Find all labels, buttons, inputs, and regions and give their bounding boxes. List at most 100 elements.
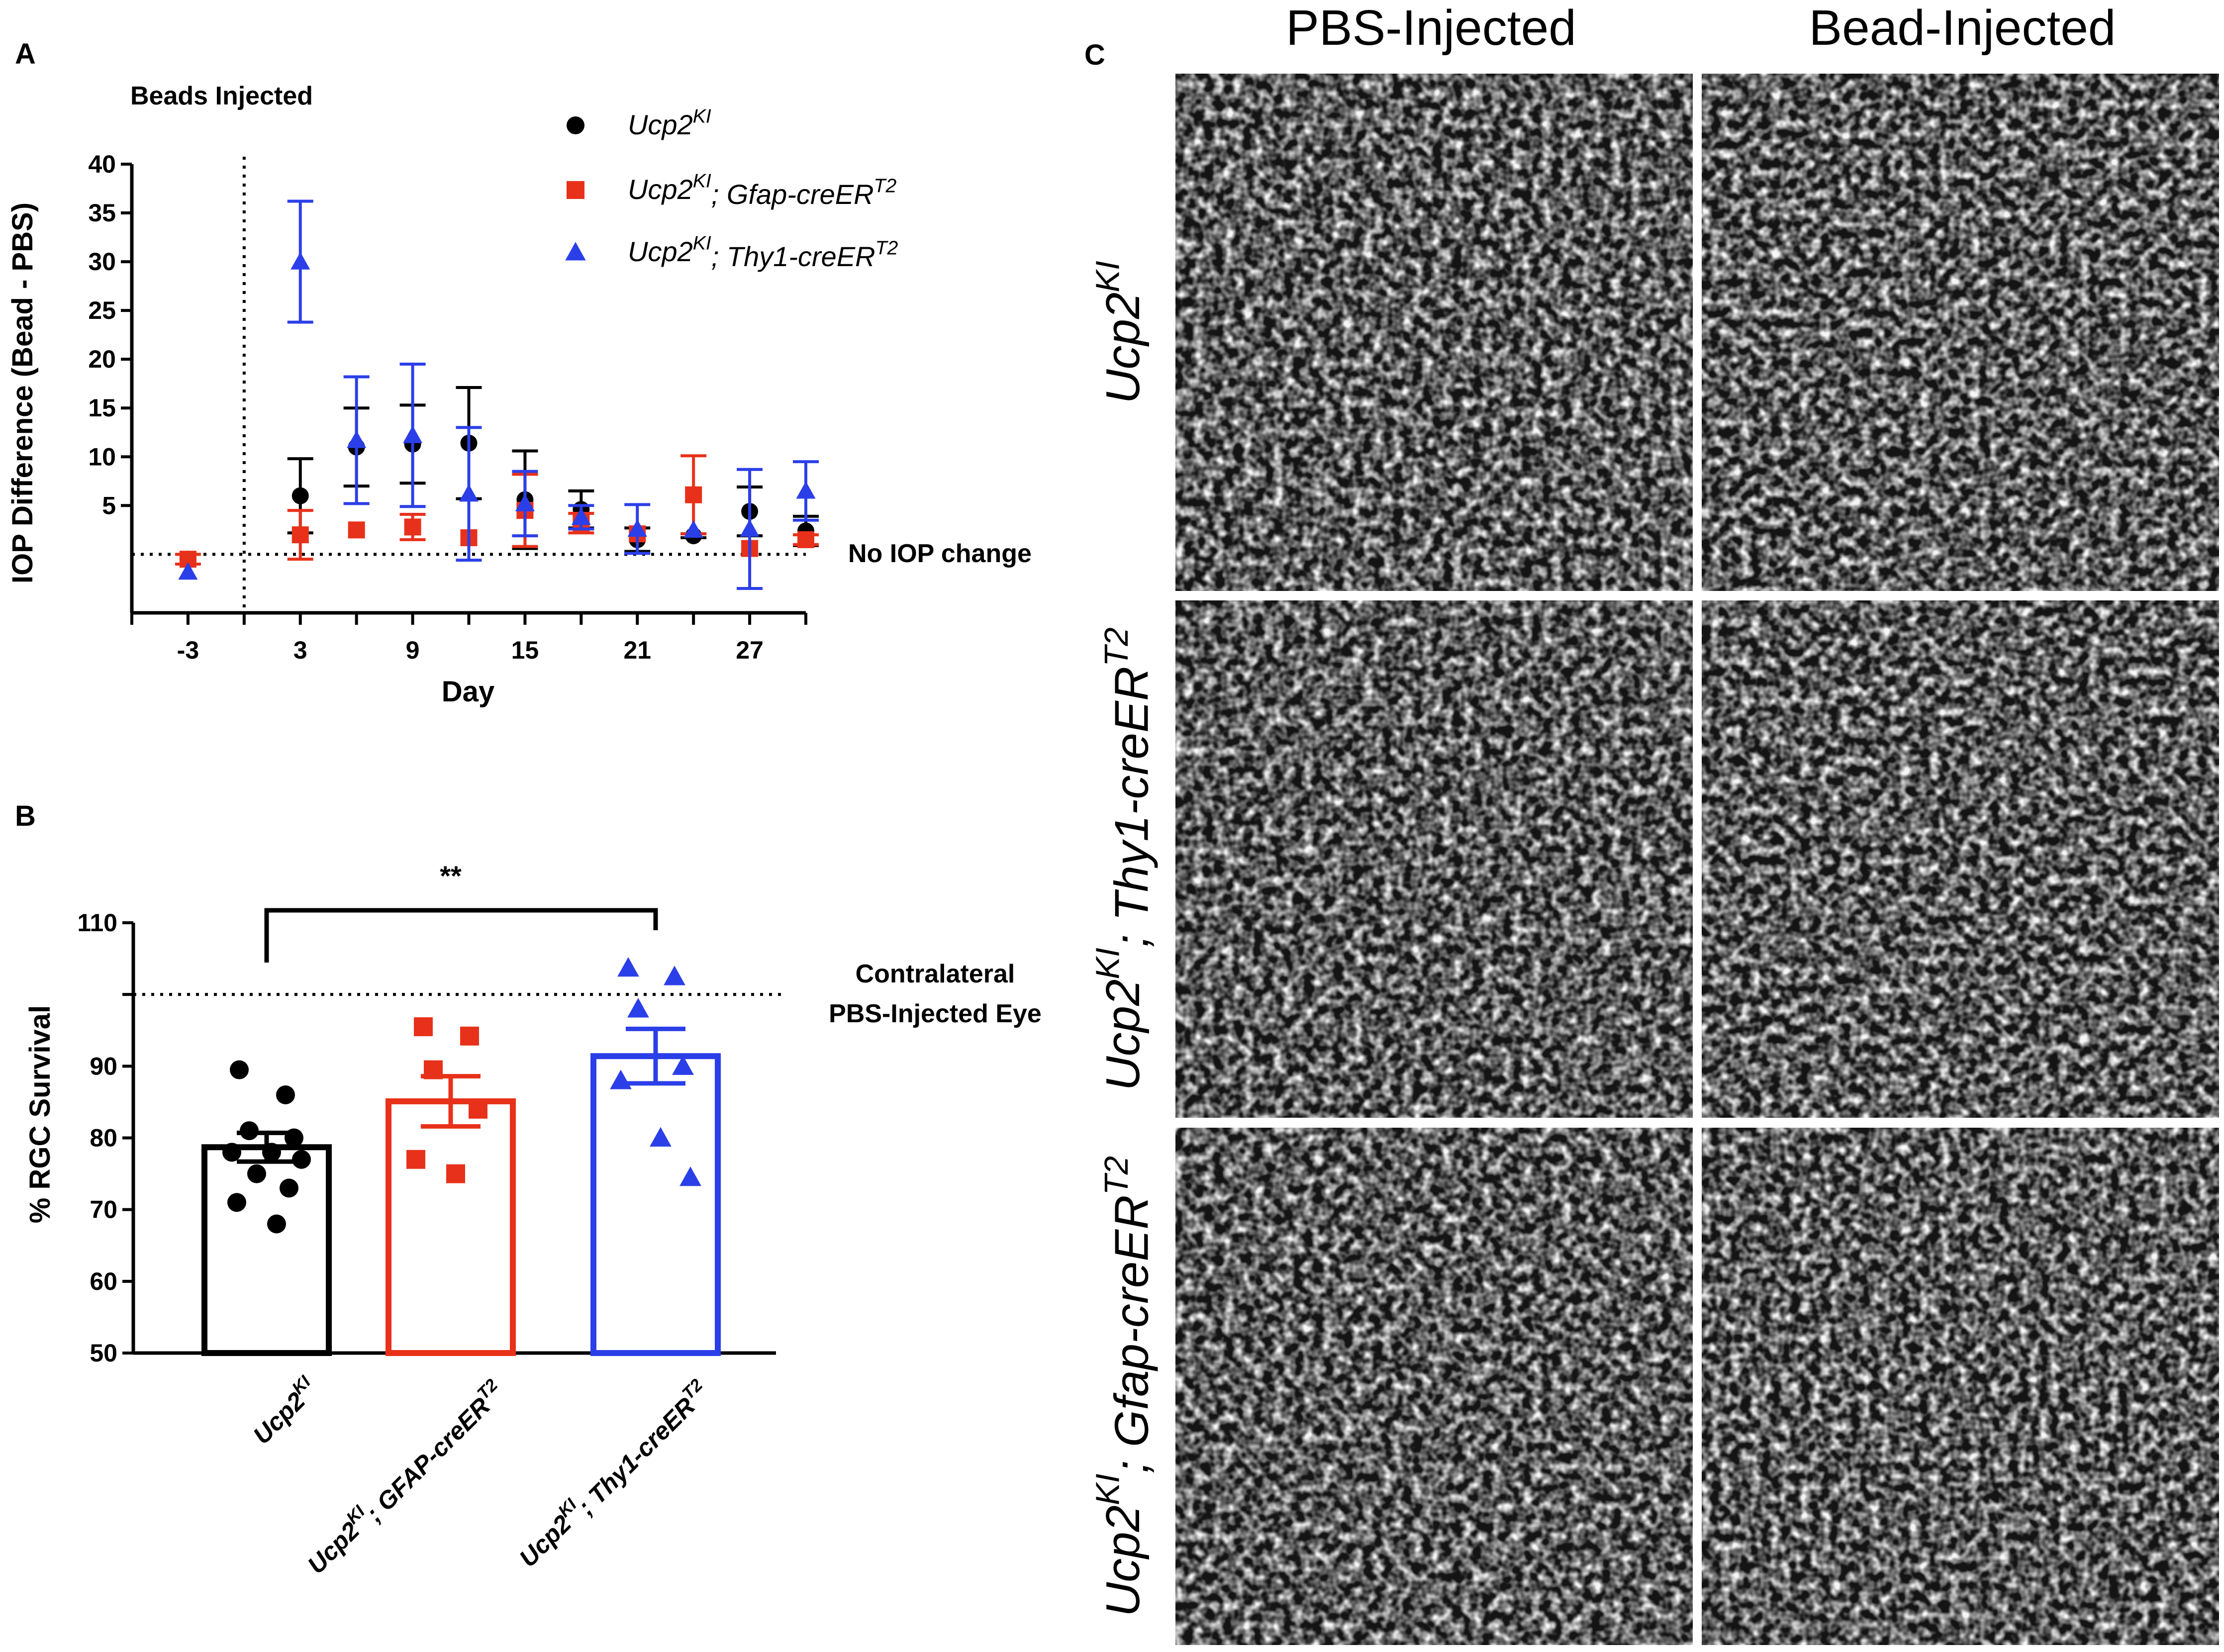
rgc-group-2: Ucp2KI; Thy1-creERT2 — [511, 957, 721, 1575]
retina-cells — [1175, 74, 1693, 591]
iop-point — [459, 484, 479, 502]
rgc-point — [276, 1085, 295, 1104]
rgc-survival-chart: % RGC Survival ** Contralateral PBS-Inje… — [24, 860, 1042, 1582]
label-part-base: Ucp2 — [1096, 979, 1150, 1091]
iop-point — [627, 519, 647, 537]
iop-point — [290, 252, 310, 270]
iop-point — [403, 425, 423, 443]
rgc-point — [446, 1164, 465, 1183]
rgc-bar — [201, 1144, 332, 1357]
legend-marker-0 — [567, 116, 584, 134]
rgc-point — [610, 1069, 632, 1089]
significance-bracket — [264, 908, 658, 963]
label-part-sup: KI — [1089, 1473, 1127, 1505]
row-label-2: Ucp2KI; Gfap-creERT2 — [1089, 1156, 1159, 1617]
reference-line-label-2: PBS-Injected Eye — [829, 999, 1042, 1028]
iop-series-1 — [175, 454, 819, 568]
retina-cells — [1702, 74, 2219, 591]
rgc-point — [414, 1017, 433, 1037]
column-header-pbs: PBS-Injected — [1286, 0, 1576, 56]
rgc-bar — [386, 1098, 516, 1357]
iop-point — [683, 520, 703, 538]
iop-x-tick-label: 15 — [511, 636, 539, 664]
rgc-bar — [590, 1053, 721, 1356]
label-part-base: Ucp2 — [628, 236, 693, 267]
rgc-point — [424, 1060, 443, 1079]
label-part-rest: ; Gfap-creER — [711, 179, 874, 210]
retina-cells — [1702, 1128, 2219, 1645]
iop-y-tick-label: 10 — [88, 443, 116, 471]
iop-point — [178, 562, 198, 580]
reference-line-label-1: Contralateral — [856, 960, 1015, 988]
rgc-point — [247, 1164, 266, 1183]
legend-marker-1 — [567, 181, 584, 199]
label-part-sup: KI — [693, 170, 711, 192]
rgc-point — [406, 1150, 425, 1169]
row-label-0: Ucp2KI — [1089, 261, 1150, 404]
label-part-rest: ; GFAP-creER — [361, 1392, 495, 1527]
iop-x-tick-label: 9 — [406, 636, 420, 664]
label-part-sup: KI — [693, 105, 711, 127]
panel-label-b: B — [15, 800, 36, 832]
legend-marker-2 — [565, 242, 586, 261]
label-part-rest: ; Thy1-creER — [1105, 667, 1158, 948]
rgc-point — [240, 1121, 259, 1141]
label-part-rest: ; Gfap-creER — [1105, 1195, 1158, 1473]
retina-image-r1-c2 — [1702, 74, 2219, 591]
label-part-sup: KI — [1089, 948, 1127, 979]
rgc-y-tick-label: 110 — [77, 909, 117, 937]
iop-point — [685, 486, 702, 503]
iop-point — [515, 493, 535, 512]
rgc-y-tick-label: 90 — [90, 1052, 117, 1080]
label-part-rest-sup: T2 — [1098, 627, 1135, 666]
retina-image-r2-c1 — [1175, 600, 1693, 1118]
iop-series-2 — [178, 199, 819, 590]
label-part-base: Ucp2 — [1096, 1505, 1150, 1617]
no-iop-change-label: No IOP change — [848, 539, 1032, 568]
iop-point — [291, 487, 309, 504]
label-part-rest-sup: T2 — [875, 238, 898, 259]
iop-x-tick-label: 21 — [623, 636, 651, 664]
rgc-point — [227, 1193, 246, 1212]
rgc-category-label-1: Ucp2KI; GFAP-creERT2 — [299, 1372, 510, 1582]
label-part-rest-sup: T2 — [874, 176, 897, 197]
panel-label-c: C — [1084, 39, 1105, 71]
iop-y-axis-label: IOP Difference (Bead - PBS) — [6, 202, 39, 583]
rgc-point — [292, 1150, 311, 1169]
iop-series-0 — [179, 386, 819, 568]
rgc-point — [280, 1178, 298, 1198]
retina-image-r3-c2 — [1702, 1128, 2219, 1645]
label-part-base: Ucp2 — [1096, 292, 1150, 404]
rgc-point — [267, 1214, 286, 1234]
beads-injected-label: Beads Injected — [130, 82, 313, 110]
iop-chart: Beads Injected IOP Difference (Bead - PB… — [6, 82, 1032, 708]
rgc-group-0: Ucp2KI — [201, 1060, 332, 1450]
label-part-rest: ; Thy1-creER — [573, 1392, 701, 1520]
rgc-point — [617, 957, 639, 977]
iop-x-tick-label: 3 — [293, 636, 307, 664]
legend-label-1: Ucp2KI; Gfap-creERT2 — [628, 170, 896, 210]
iop-y-tick-label: 40 — [88, 150, 116, 178]
rgc-y-tick-label: 80 — [90, 1124, 117, 1152]
rgc-point — [679, 1166, 701, 1186]
rgc-category-label-2: Ucp2KI; Thy1-creERT2 — [511, 1372, 715, 1575]
rgc-point — [285, 1128, 303, 1148]
label-part-rest-sup: T2 — [1098, 1156, 1135, 1195]
retina-image-r1-c1 — [1175, 74, 1693, 591]
iop-y-tick-label: 25 — [88, 296, 116, 324]
column-header-bead: Bead-Injected — [1809, 0, 2116, 56]
retina-image-r2-c2 — [1702, 600, 2219, 1118]
legend-label-2: Ucp2KI; Thy1-creERT2 — [628, 232, 898, 272]
iop-x-tick-label: -3 — [177, 636, 199, 664]
rgc-y-axis-label: % RGC Survival — [24, 1005, 56, 1223]
label-part-sup: KI — [693, 232, 711, 254]
row-label-1: Ucp2KI; Thy1-creERT2 — [1089, 627, 1159, 1090]
iop-y-tick-label: 5 — [102, 491, 116, 519]
iop-y-tick-label: 20 — [88, 345, 116, 373]
label-part-base: Ucp2 — [628, 174, 693, 205]
label-part-rest: ; Thy1-creER — [711, 241, 875, 272]
iop-point — [740, 519, 760, 537]
retina-image-r3-c1 — [1175, 1128, 1693, 1645]
